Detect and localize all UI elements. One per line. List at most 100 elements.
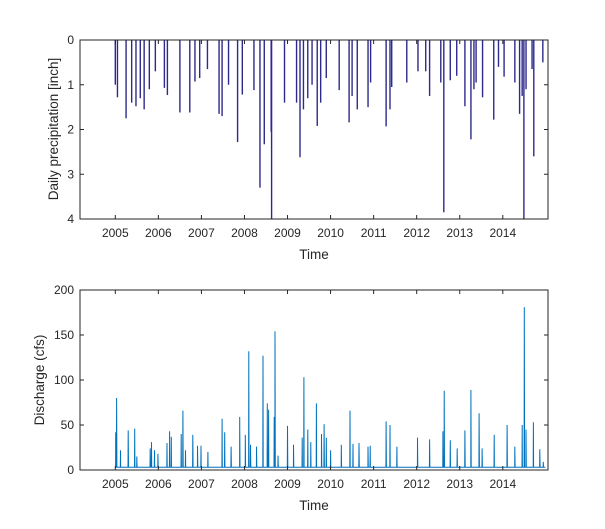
y-tick-label: 2 bbox=[67, 123, 74, 137]
precipitation-bar bbox=[531, 40, 533, 70]
precipitation-bar bbox=[166, 40, 169, 96]
precipitation-bar bbox=[135, 40, 137, 107]
precipitation-bar bbox=[179, 40, 181, 113]
precipitation-bar bbox=[253, 40, 255, 91]
discharge-axes: 2005 2006 2007 2008 2009 2010 2011 2012 2013 2014… bbox=[32, 283, 549, 513]
precipitation-bar bbox=[154, 40, 157, 72]
precipitation-bar bbox=[259, 40, 261, 188]
precipitation-bar bbox=[475, 40, 477, 83]
x-tick-label: 2008 bbox=[231, 226, 258, 240]
discharge-series bbox=[115, 307, 546, 468]
precipitation-bar bbox=[497, 40, 500, 67]
precipitation-bar bbox=[425, 40, 427, 72]
y-tick-label: 3 bbox=[67, 167, 74, 181]
x-tick-label: 2012 bbox=[403, 226, 430, 240]
precipitation-bar bbox=[139, 40, 141, 99]
x-tick-label: 2011 bbox=[361, 226, 387, 240]
x-tick-label: 2012 bbox=[403, 477, 430, 491]
x-tick-label: 2013 bbox=[446, 477, 473, 491]
precipitation-bar bbox=[338, 40, 340, 91]
precipitation-bar bbox=[356, 40, 358, 110]
axes-box bbox=[79, 39, 549, 220]
precipitation-bar bbox=[385, 40, 387, 127]
precipitation-bar bbox=[518, 40, 521, 114]
x-tick-label: 2010 bbox=[317, 477, 344, 491]
precipitation-bar bbox=[369, 40, 372, 83]
x-tick-label: 2007 bbox=[188, 226, 215, 240]
precipitation-bar bbox=[464, 40, 466, 107]
precipitation-bar bbox=[533, 40, 535, 157]
y-tick-label: 200 bbox=[54, 283, 74, 297]
precipitation-bar bbox=[143, 40, 145, 110]
discharge-line bbox=[115, 307, 546, 468]
precipitation-bar bbox=[163, 40, 166, 88]
y-tick-label: 1 bbox=[67, 78, 74, 92]
precipitation-bar bbox=[391, 40, 393, 87]
precipitation-bar bbox=[367, 40, 369, 108]
precipitation-bar bbox=[325, 40, 327, 79]
x-tick-label: 2008 bbox=[231, 477, 258, 491]
precipitation-bar bbox=[295, 40, 298, 103]
x-tick-label: 2014 bbox=[489, 477, 516, 491]
x-tick-label: 2005 bbox=[102, 226, 129, 240]
precipitation-bar bbox=[263, 40, 265, 145]
x-tick-label: 2014 bbox=[489, 226, 516, 240]
precipitation-bar bbox=[206, 40, 209, 70]
precipitation-bar bbox=[470, 40, 472, 140]
precipitation-bar bbox=[236, 40, 239, 143]
x-tick-label: 2006 bbox=[145, 226, 172, 240]
precipitation-bar bbox=[542, 40, 544, 63]
precipitation-bar bbox=[481, 40, 484, 98]
precipitation-bar bbox=[406, 40, 408, 83]
precipitation-bar bbox=[114, 40, 117, 85]
precipitation-bars bbox=[114, 40, 544, 219]
precipitation-bar bbox=[440, 40, 442, 83]
precipitation-bar bbox=[116, 40, 119, 98]
x-tick-label: 2009 bbox=[274, 477, 301, 491]
precipitation-bar bbox=[493, 40, 495, 120]
x-tick-label: 2006 bbox=[145, 477, 172, 491]
y-axis-label: Discharge (cfs) bbox=[32, 335, 47, 426]
precipitation-bar bbox=[299, 40, 301, 158]
precipitation-bar bbox=[449, 40, 451, 81]
y-tick-label: 150 bbox=[54, 328, 74, 342]
x-tick-label: 2005 bbox=[102, 477, 129, 491]
precipitation-bar bbox=[428, 40, 431, 96]
y-axis-label: Daily precipitation [inch] bbox=[46, 58, 61, 201]
y-tick-label: 0 bbox=[67, 463, 74, 477]
precipitation-bar bbox=[514, 40, 516, 83]
x-axis-label: Time bbox=[299, 498, 329, 513]
precipitation-bar bbox=[307, 40, 309, 99]
precipitation-bar bbox=[148, 40, 151, 90]
precipitation-bar bbox=[221, 40, 223, 117]
precipitation-bar bbox=[503, 40, 505, 77]
precipitation-bar bbox=[523, 40, 525, 219]
precipitation-bar bbox=[319, 40, 322, 103]
precipitation-bar bbox=[270, 40, 273, 219]
precipitation-bar bbox=[525, 40, 527, 90]
precipitation-bar bbox=[227, 40, 230, 85]
x-tick-label: 2009 bbox=[274, 226, 301, 240]
y-tick-label: 50 bbox=[61, 418, 75, 432]
precipitation-bar bbox=[443, 40, 445, 213]
precipitation-axes: 2005 2006 2007 2008 2009 2010 2011 2012 2013 2014… bbox=[46, 33, 549, 262]
y-tick-label: 4 bbox=[67, 212, 74, 226]
precipitation-bar bbox=[351, 40, 353, 96]
x-tick-label: 2013 bbox=[446, 226, 473, 240]
precipitation-bar bbox=[218, 40, 220, 114]
x-tick-label: 2011 bbox=[361, 477, 387, 491]
precipitation-bar bbox=[198, 40, 201, 79]
y-tick-label: 0 bbox=[67, 33, 74, 47]
precipitation-bar bbox=[194, 40, 196, 82]
precipitation-bar bbox=[283, 40, 286, 103]
precipitation-bar bbox=[130, 40, 133, 103]
x-tick-label: 2010 bbox=[317, 226, 344, 240]
precipitation-bar bbox=[125, 40, 127, 119]
precipitation-bar bbox=[302, 40, 305, 110]
precipitation-bar bbox=[316, 40, 318, 126]
precipitation-bar bbox=[521, 40, 523, 96]
precipitation-bar bbox=[456, 40, 458, 76]
precipitation-bar bbox=[311, 40, 313, 85]
precipitation-bar bbox=[417, 40, 419, 72]
